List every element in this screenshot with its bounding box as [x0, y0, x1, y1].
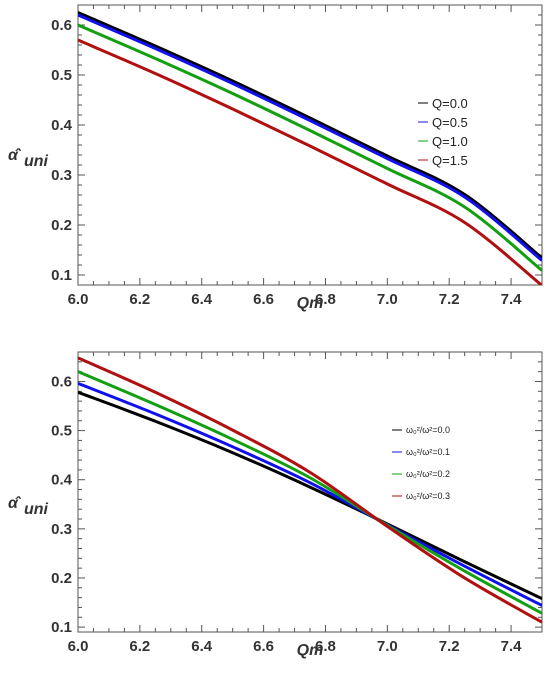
legend-label-3: Q=1.5 — [432, 153, 468, 168]
legend-label-3: ω₀²/ω²=0.3 — [406, 491, 450, 501]
plot-frame — [77, 351, 543, 633]
series-line-3 — [78, 356, 542, 624]
x-tick-label: 6.4 — [191, 291, 213, 308]
y-tick-label: 0.4 — [51, 472, 73, 489]
x-tick-label: 6.6 — [253, 638, 274, 655]
x-tick-label: 6.2 — [129, 291, 150, 308]
series-line-0 — [78, 11, 542, 260]
legend-label-2: ω₀²/ω²=0.2 — [406, 469, 450, 479]
y-tick-label: 0.3 — [51, 521, 72, 538]
y-tick-label: 0.5 — [51, 67, 72, 84]
x-tick-label: 6.0 — [68, 638, 89, 655]
series-line-3 — [78, 38, 542, 285]
x-tick-label: 7.0 — [377, 638, 398, 655]
legend: Q=0.0 Q=0.5 Q=1.0 Q=1.5 — [418, 96, 468, 168]
series-line-2 — [78, 23, 542, 272]
x-tick-label: 7.4 — [501, 638, 523, 655]
legend-label-0: ω₀²/ω²=0.0 — [406, 425, 450, 435]
legend-label-0: Q=0.0 — [432, 96, 468, 111]
x-tick-label: 6.0 — [68, 291, 89, 308]
y-tick-label: 0.5 — [51, 423, 72, 440]
y-axis-title-subscript: uni — [24, 153, 49, 170]
legend-label-1: Q=0.5 — [432, 115, 468, 130]
x-tick-label: 7.0 — [377, 291, 398, 308]
y-tick-label: 0.1 — [51, 619, 72, 636]
x-tick-label: 7.2 — [439, 638, 460, 655]
y-tick-label: 0.6 — [51, 373, 72, 390]
x-tick-label: 7.2 — [439, 291, 460, 308]
y-tick-label: 0.3 — [51, 167, 72, 184]
x-tick-label: 6.2 — [129, 638, 150, 655]
legend-label-2: Q=1.0 — [432, 134, 468, 149]
y-axis-title: α̂ — [8, 147, 22, 164]
x-axis-title: Qm — [297, 642, 324, 659]
x-tick-label: 6.8 — [315, 638, 336, 655]
x-tick-label: 6.8 — [315, 291, 336, 308]
legend-label-1: ω₀²/ω²=0.1 — [406, 447, 450, 457]
x-tick-label: 6.6 — [253, 291, 274, 308]
x-tick-label: 6.4 — [191, 638, 213, 655]
y-tick-label: 0.4 — [51, 117, 73, 134]
x-axis-title: Qm — [297, 295, 324, 312]
series-line-0 — [78, 390, 542, 600]
series-line-1 — [78, 382, 542, 607]
series-line-1 — [78, 13, 542, 262]
y-axis-title-subscript: uni — [24, 501, 49, 518]
legend: ω₀²/ω²=0.0 ω₀²/ω²=0.1 ω₀²/ω²=0.2 ω₀²/ω²=0.3 — [392, 425, 450, 501]
series-group — [78, 11, 542, 285]
series-line-2 — [78, 370, 542, 615]
y-tick-label: 0.2 — [51, 570, 72, 587]
y-tick-label: 0.6 — [51, 17, 72, 34]
y-tick-label: 0.1 — [51, 267, 72, 284]
y-axis-title: α̂ — [8, 495, 22, 512]
panel-bottom: 6.0 6.2 6.4 6.6 6.8 7.0 7.2 7.4 0.1 0.2 0.3 0.4 0.5 0… — [8, 351, 543, 659]
x-tick-label: 7.4 — [501, 291, 523, 308]
y-tick-label: 0.2 — [51, 217, 72, 234]
series-group — [78, 356, 542, 624]
panel-top: 6.0 6.2 6.4 6.6 6.8 7.0 7.2 7.4 0.1 0.2 0.3 0.4 0.5 0… — [8, 4, 543, 312]
